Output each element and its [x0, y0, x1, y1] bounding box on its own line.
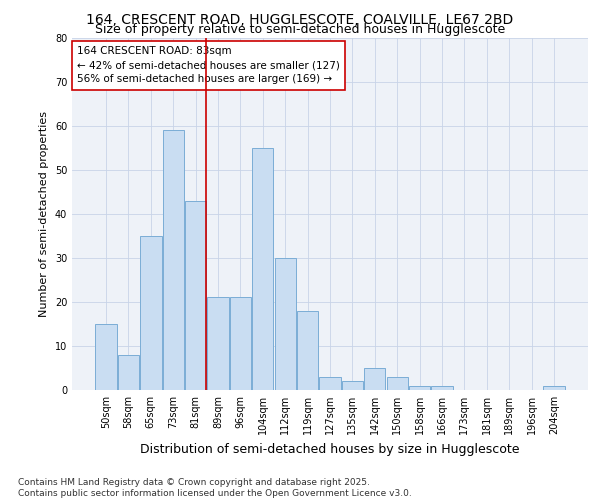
- X-axis label: Distribution of semi-detached houses by size in Hugglescote: Distribution of semi-detached houses by …: [140, 442, 520, 456]
- Bar: [252, 148, 274, 390]
- Bar: [208, 298, 229, 390]
- Text: Size of property relative to semi-detached houses in Hugglescote: Size of property relative to semi-detach…: [95, 22, 505, 36]
- Bar: [230, 298, 251, 390]
- Text: 164, CRESCENT ROAD, HUGGLESCOTE, COALVILLE, LE67 2BD: 164, CRESCENT ROAD, HUGGLESCOTE, COALVIL…: [86, 12, 514, 26]
- Text: Contains HM Land Registry data © Crown copyright and database right 2025.
Contai: Contains HM Land Registry data © Crown c…: [18, 478, 412, 498]
- Bar: [163, 130, 184, 390]
- Bar: [140, 236, 161, 390]
- Bar: [386, 377, 408, 390]
- Bar: [95, 324, 117, 390]
- Bar: [409, 386, 430, 390]
- Bar: [275, 258, 296, 390]
- Bar: [297, 310, 318, 390]
- Bar: [319, 377, 341, 390]
- Bar: [185, 200, 206, 390]
- Bar: [342, 381, 363, 390]
- Text: 164 CRESCENT ROAD: 83sqm
← 42% of semi-detached houses are smaller (127)
56% of : 164 CRESCENT ROAD: 83sqm ← 42% of semi-d…: [77, 46, 340, 84]
- Bar: [364, 368, 385, 390]
- Bar: [431, 386, 452, 390]
- Bar: [543, 386, 565, 390]
- Bar: [118, 355, 139, 390]
- Y-axis label: Number of semi-detached properties: Number of semi-detached properties: [39, 111, 49, 317]
